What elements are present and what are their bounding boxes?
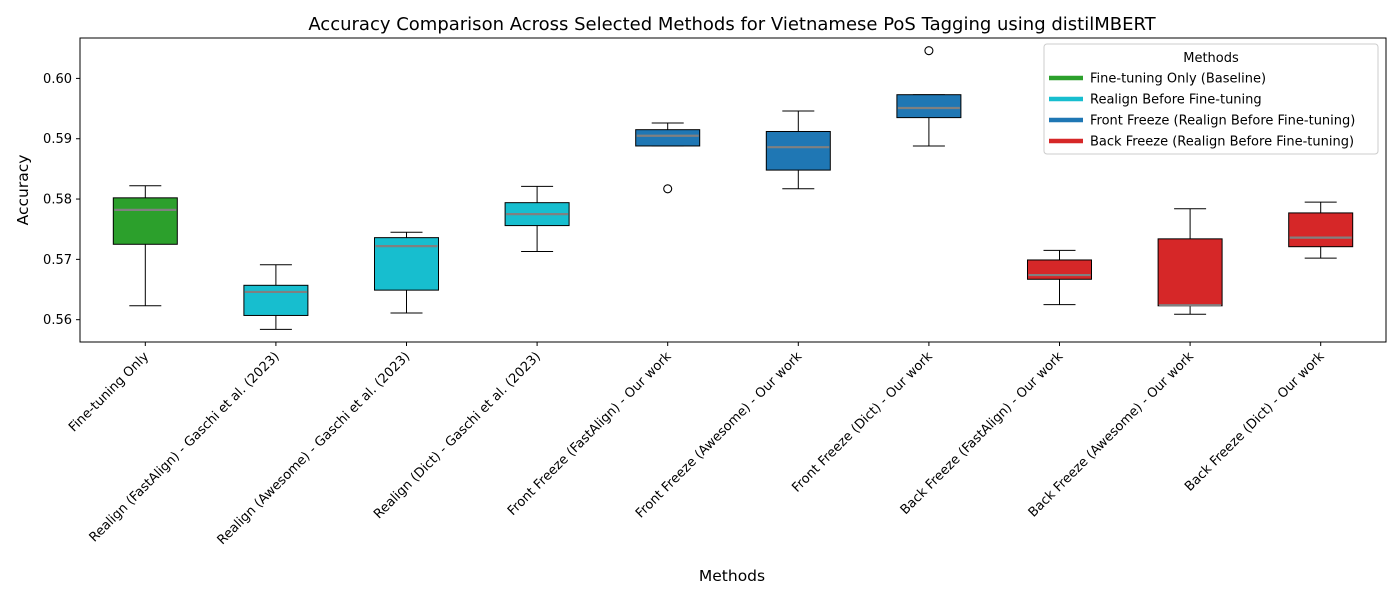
legend-entry-label: Front Freeze (Realign Before Fine-tuning… (1090, 114, 1355, 129)
box-body (112, 197, 178, 245)
box-body (765, 130, 831, 171)
y-tick-label: 0.58 (43, 193, 72, 208)
box-10 (1288, 201, 1354, 259)
box-1 (112, 185, 178, 307)
box-3 (374, 231, 439, 314)
y-tick-label: 0.59 (43, 132, 72, 147)
box-4 (504, 185, 570, 253)
box-body (635, 129, 701, 147)
box-6 (765, 110, 831, 190)
y-axis-label: Accuracy (14, 155, 32, 226)
chart-title: Accuracy Comparison Across Selected Meth… (308, 14, 1156, 35)
outlier-point (924, 46, 934, 56)
box-5 (635, 122, 701, 194)
legend-entry-label: Back Freeze (Realign Before Fine-tuning) (1090, 135, 1354, 150)
box-body (1157, 238, 1223, 307)
box-body (243, 284, 309, 316)
box-body (1288, 212, 1354, 248)
x-tick-label: Back Freeze (FastAlign) - Our work (898, 349, 1067, 518)
x-tick-label: Front Freeze (Dict) - Our work (789, 349, 936, 496)
box-2 (243, 264, 309, 330)
plot-area (112, 46, 1354, 330)
x-axis-label: Methods (699, 567, 765, 585)
box-8 (1027, 249, 1092, 306)
box-body (1027, 259, 1092, 280)
plot-frame (79, 37, 1387, 343)
box-7 (896, 46, 962, 147)
y-tick-label: 0.60 (43, 72, 72, 87)
outlier-point (663, 184, 673, 194)
x-tick-label: Back Freeze (Dict) - Our work (1182, 349, 1328, 495)
box-9 (1157, 208, 1223, 315)
x-tick-label: Fine-tuning Only (66, 349, 152, 435)
y-tick-label: 0.56 (43, 313, 72, 328)
legend-entry-label: Realign Before Fine-tuning (1090, 93, 1262, 108)
legend-title: Methods (1183, 51, 1239, 66)
legend-box (1043, 43, 1379, 155)
legend-entry-label: Fine-tuning Only (Baseline) (1090, 72, 1266, 87)
box-body (896, 94, 962, 119)
legend: Methods Fine-tuning Only (Baseline) Realig… (1043, 43, 1379, 155)
y-tick-label: 0.57 (43, 253, 72, 268)
